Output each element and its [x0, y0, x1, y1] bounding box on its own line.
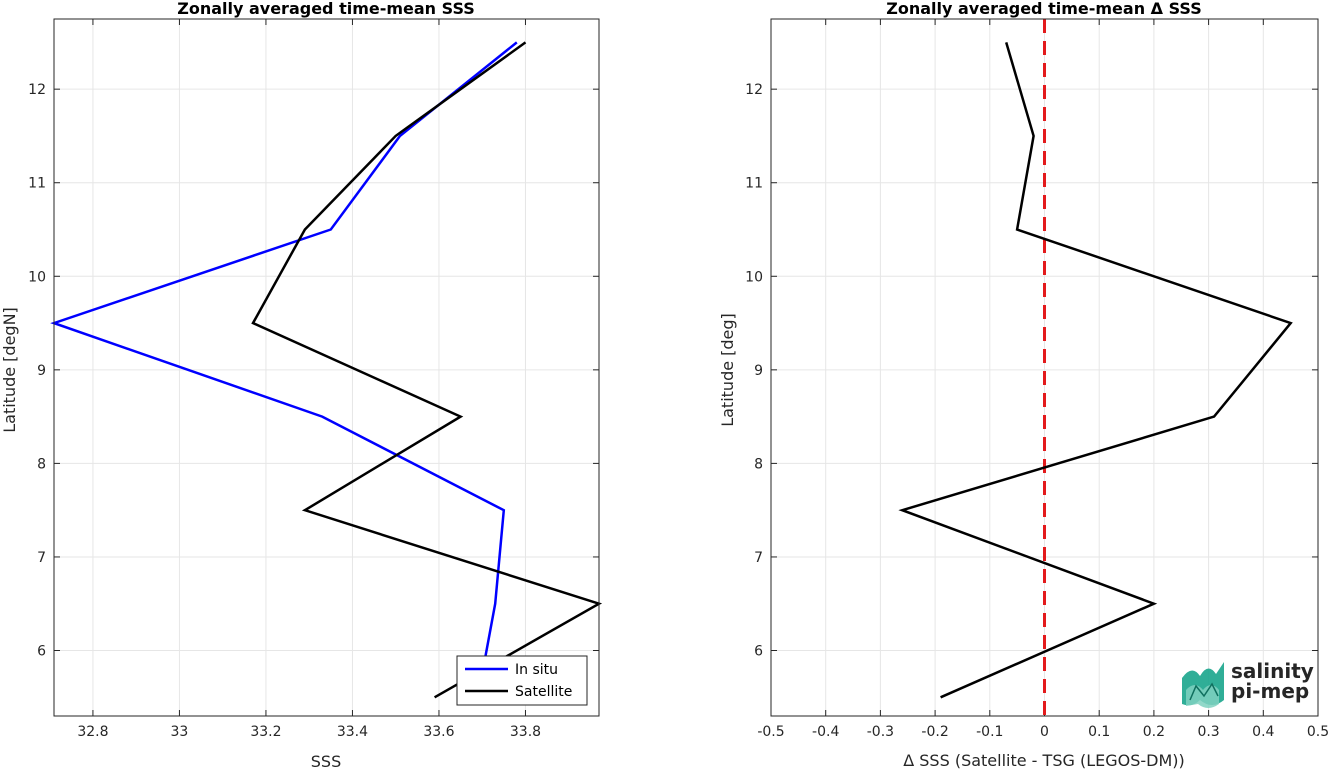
x-tick-label: 33.6: [423, 724, 454, 740]
salinity-pi-mep-logo: salinity pi-mep: [1182, 659, 1314, 708]
x-tick-label: -0.3: [867, 724, 894, 740]
y-axis-label: Latitude [degN]: [0, 307, 19, 433]
y-tick-label: 11: [745, 176, 763, 192]
series-line-delta-sss: [898, 42, 1293, 699]
series-line-in-situ: [50, 41, 518, 675]
axes-background: [54, 19, 599, 716]
y-tick-label: 9: [37, 363, 46, 379]
chart-title: Zonally averaged time-mean SSS: [177, 0, 475, 18]
y-tick-label: 8: [754, 456, 763, 472]
x-tick-label: -0.5: [757, 724, 784, 740]
axes-box: [770, 18, 1319, 717]
tick-labels: -0.5 -0.4 -0.3 -0.2 -0.1 0 0.1 0.2 0.3 0.4 0.5 6 7 8 9…: [745, 82, 1329, 740]
axes-box: [53, 18, 600, 717]
legend-label-satellite: Satellite: [515, 684, 572, 700]
tick-labels: 32.8 33 33.2 33.4 33.6 33.8 6 7 8 9 10 11 12: [28, 82, 541, 740]
x-tick-label: -0.1: [976, 724, 1003, 740]
y-tick-label: 10: [28, 269, 46, 285]
tick-marks: [54, 19, 599, 716]
y-tick-label: 12: [745, 82, 763, 98]
x-tick-label: 0.4: [1252, 724, 1274, 740]
x-tick-label: 33.4: [337, 724, 368, 740]
logo-wave-icon: [1182, 662, 1224, 708]
logo-text-pi-mep: pi-mep: [1231, 679, 1309, 703]
y-tick-label: 6: [754, 644, 763, 660]
x-tick-label: 0.1: [1088, 724, 1110, 740]
y-tick-label: 10: [745, 269, 763, 285]
legend-box: [456, 655, 588, 706]
x-axis-label: Δ SSS (Satellite - TSG (LEGOS-DM)): [903, 751, 1185, 769]
x-tick-label: 32.8: [77, 724, 108, 740]
x-tick-label: -0.4: [812, 724, 839, 740]
x-axis-label: SSS: [311, 752, 341, 769]
panel-right-delta-sss: -0.5 -0.4 -0.3 -0.2 -0.1 0 0.1 0.2 0.3 0.4 0.5 6 7 8 9…: [718, 0, 1329, 769]
x-tick-label: 33.8: [510, 724, 541, 740]
logo-text-salinity: salinity: [1231, 659, 1314, 683]
data-lines: [50, 41, 603, 699]
y-tick-label: 9: [754, 363, 763, 379]
x-tick-label: -0.2: [921, 724, 948, 740]
y-tick-label: 12: [28, 82, 46, 98]
y-tick-label: 7: [37, 550, 46, 566]
data-lines: [898, 19, 1293, 716]
x-tick-label: 33: [171, 724, 189, 740]
x-tick-label: 0.3: [1197, 724, 1219, 740]
y-tick-label: 11: [28, 176, 46, 192]
x-tick-label: 0.5: [1307, 724, 1329, 740]
panel-left-sss: 32.8 33 33.2 33.4 33.6 33.8 6 7 8 9 10 11 12 Zonally…: [0, 0, 603, 769]
x-tick-label: 33.2: [250, 724, 281, 740]
y-tick-label: 8: [37, 456, 46, 472]
series-line-satellite: [251, 41, 603, 699]
chart-title: Zonally averaged time-mean Δ SSS: [886, 0, 1202, 18]
grid-lines: [54, 19, 599, 716]
y-tick-label: 7: [754, 550, 763, 566]
legend-label-in-situ: In situ: [515, 662, 558, 678]
y-tick-label: 6: [37, 644, 46, 660]
y-axis-label: Latitude [deg]: [718, 313, 737, 427]
legend: In situ Satellite: [456, 655, 588, 706]
x-tick-label: 0: [1040, 724, 1049, 740]
x-tick-label: 0.2: [1143, 724, 1165, 740]
